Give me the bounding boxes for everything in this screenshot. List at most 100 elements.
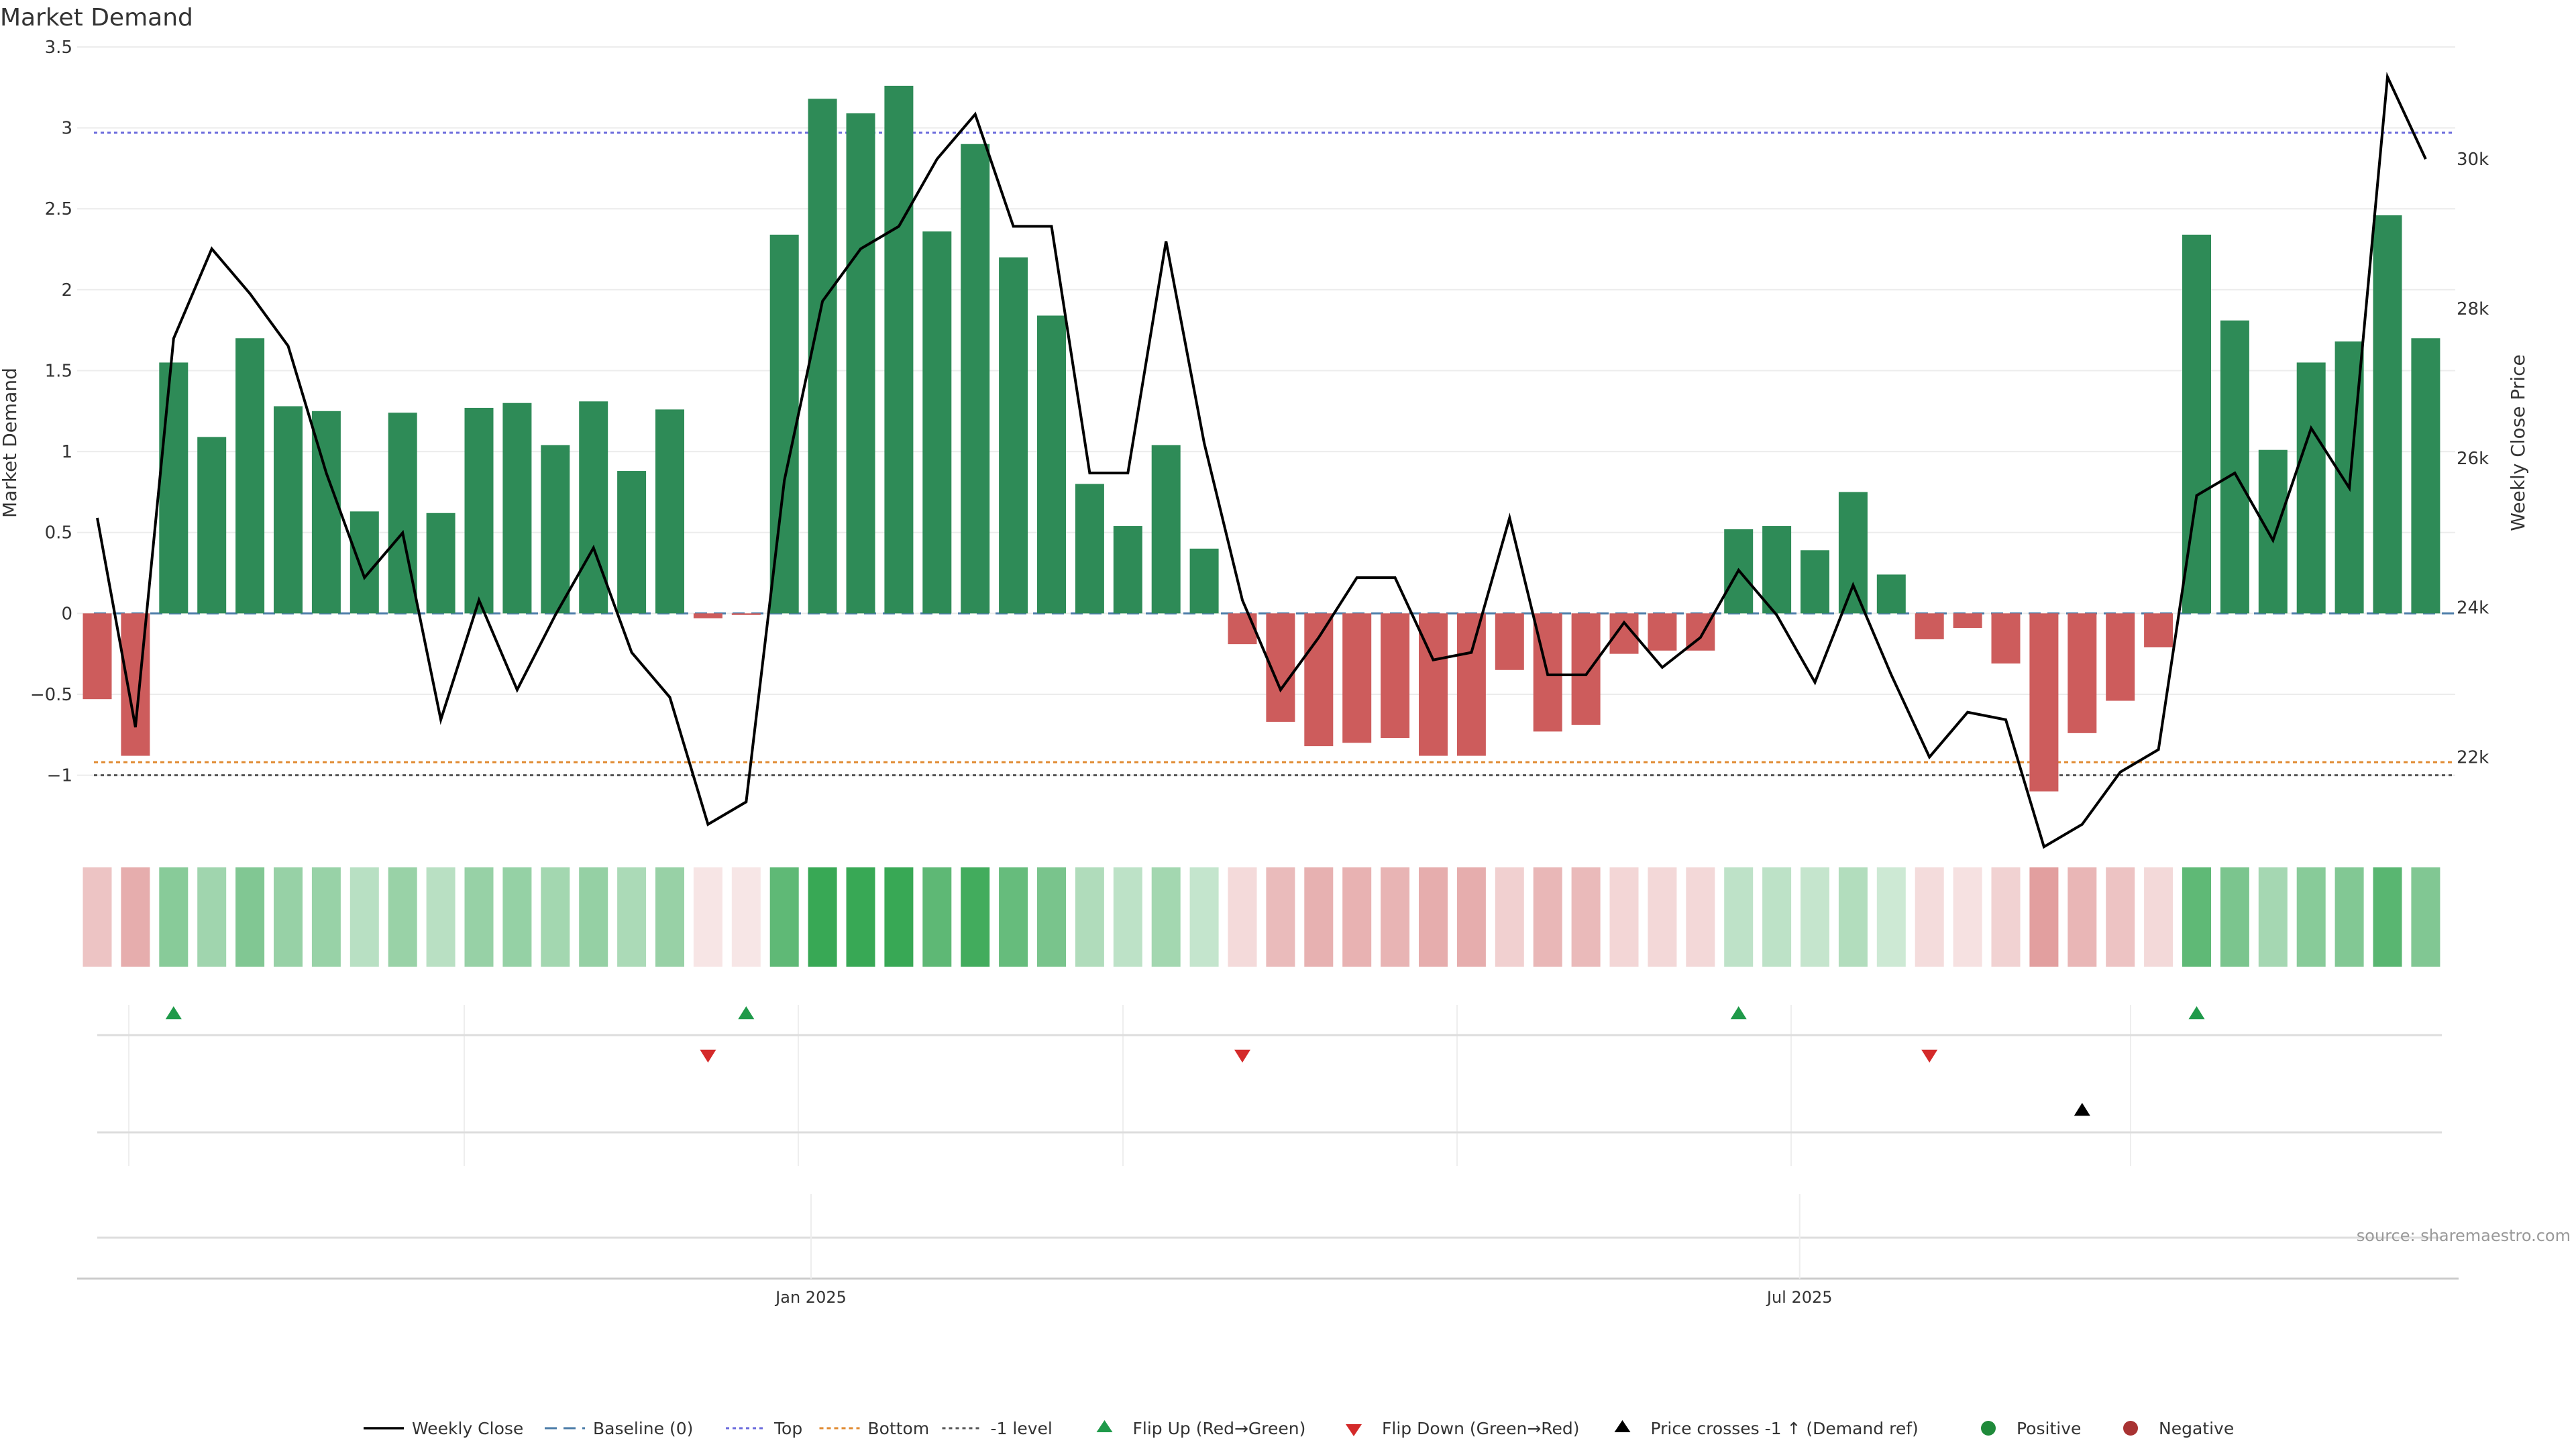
bar-positive bbox=[2373, 215, 2402, 614]
bar-negative bbox=[1571, 613, 1601, 725]
y-axis-left: −1 −0.5 0 0.5 1 1.5 2 2.5 3 3.5 bbox=[30, 38, 72, 786]
demand-strip-cell bbox=[2068, 867, 2097, 967]
demand-strip-cell bbox=[83, 867, 112, 967]
y-tick-label: 0.5 bbox=[45, 523, 72, 543]
y2-tick-label: 30k bbox=[2457, 150, 2489, 170]
bar-positive bbox=[2258, 449, 2288, 614]
legend-item: Weekly Close bbox=[364, 1419, 523, 1438]
legend-label: Weekly Close bbox=[412, 1419, 523, 1438]
demand-strip-cell bbox=[159, 867, 189, 967]
legend-item: Top bbox=[726, 1419, 802, 1438]
legend-label: -1 level bbox=[991, 1419, 1053, 1438]
bar-negative bbox=[1419, 613, 1448, 756]
demand-strip-cell bbox=[922, 867, 952, 967]
bar-negative bbox=[1495, 613, 1524, 670]
demand-strip-cell bbox=[731, 867, 761, 967]
demand-strip-cell bbox=[2258, 867, 2288, 967]
bar-positive bbox=[1151, 445, 1181, 614]
legend-label: Price crosses -1 ↑ (Demand ref) bbox=[1651, 1419, 1919, 1438]
demand-strip-cell bbox=[388, 867, 417, 967]
source-note: source: sharemaestro.com bbox=[2357, 1226, 2571, 1245]
bar-positive bbox=[999, 257, 1028, 614]
demand-strip-cell bbox=[464, 867, 494, 967]
legend-item: -1 level bbox=[942, 1419, 1053, 1438]
bar-positive bbox=[235, 338, 265, 614]
demand-strip-cell bbox=[617, 867, 647, 967]
demand-strip-cell bbox=[1419, 867, 1448, 967]
flip-down-marker bbox=[700, 1049, 716, 1063]
flip-up-marker bbox=[1730, 1006, 1747, 1020]
legend-icon-flip-down bbox=[1346, 1424, 1362, 1436]
event-markers bbox=[97, 1005, 2442, 1166]
bar-positive bbox=[426, 513, 455, 614]
bar-positive bbox=[502, 402, 532, 614]
demand-strip-cell bbox=[1075, 867, 1104, 967]
bar-positive bbox=[655, 409, 684, 614]
demand-strip-cell bbox=[1342, 867, 1372, 967]
bar-positive bbox=[197, 437, 227, 614]
bar-positive bbox=[961, 144, 990, 614]
y-tick-label: 1 bbox=[61, 442, 72, 462]
demand-strip-cell bbox=[311, 867, 341, 967]
flip-up-marker bbox=[2188, 1006, 2205, 1020]
demand-strip-cell bbox=[961, 867, 990, 967]
y-tick-label: 1.5 bbox=[45, 361, 72, 381]
demand-heat-strip bbox=[83, 867, 2440, 967]
legend-label: Positive bbox=[2017, 1419, 2081, 1438]
legend-icon-negative bbox=[2123, 1421, 2138, 1436]
demand-strip-cell bbox=[235, 867, 265, 967]
legend-item: Bottom bbox=[819, 1419, 929, 1438]
y2-axis-label: Weekly Close Price bbox=[2507, 354, 2529, 531]
bar-positive bbox=[464, 407, 494, 614]
demand-strip-cell bbox=[1037, 867, 1066, 967]
demand-strip-cell bbox=[1953, 867, 1982, 967]
bar-positive bbox=[2411, 338, 2440, 614]
demand-strip-cell bbox=[2411, 867, 2440, 967]
bar-positive bbox=[159, 362, 189, 614]
bar-negative bbox=[2068, 613, 2097, 733]
bar-negative bbox=[1342, 613, 1372, 743]
demand-strip-cell bbox=[1266, 867, 1295, 967]
demand-strip-cell bbox=[350, 867, 379, 967]
demand-strip-cell bbox=[1381, 867, 1410, 967]
demand-strip-cell bbox=[1915, 867, 1944, 967]
bar-positive bbox=[808, 99, 837, 614]
demand-strip-cell bbox=[1724, 867, 1754, 967]
bar-negative bbox=[1991, 613, 2021, 664]
flip-down-marker bbox=[1234, 1049, 1250, 1063]
bar-negative bbox=[1915, 613, 1944, 639]
bar-positive bbox=[1189, 548, 1219, 614]
demand-strip-cell bbox=[655, 867, 684, 967]
demand-strip-cell bbox=[426, 867, 455, 967]
demand-strip-cell bbox=[1609, 867, 1639, 967]
bar-positive bbox=[922, 231, 952, 614]
legend-item: Price crosses -1 ↑ (Demand ref) bbox=[1614, 1419, 1919, 1438]
demand-strip-cell bbox=[2220, 867, 2249, 967]
y2-tick-label: 24k bbox=[2457, 598, 2489, 619]
bar-negative bbox=[1953, 613, 1982, 629]
demand-strip-cell bbox=[2296, 867, 2326, 967]
y-tick-label: 3.5 bbox=[45, 38, 72, 58]
demand-strip-cell bbox=[1991, 867, 2021, 967]
demand-strip-cell bbox=[541, 867, 570, 967]
demand-strip-cell bbox=[579, 867, 608, 967]
legend-label: Flip Down (Green→Red) bbox=[1382, 1419, 1580, 1438]
demand-strip-cell bbox=[884, 867, 914, 967]
demand-strip-cell bbox=[2029, 867, 2059, 967]
y-tick-label: 0 bbox=[61, 604, 72, 624]
demand-strip-cell bbox=[2106, 867, 2135, 967]
bar-positive bbox=[1801, 550, 1829, 614]
y-tick-label: 3 bbox=[61, 119, 72, 139]
demand-strip-cell bbox=[1456, 867, 1486, 967]
demand-strip-cell bbox=[1762, 867, 1792, 967]
y2-tick-label: 26k bbox=[2457, 449, 2489, 469]
bar-positive bbox=[274, 406, 303, 614]
bar-positive bbox=[1838, 492, 1868, 614]
demand-strip-cell bbox=[1151, 867, 1181, 967]
legend-item: Flip Up (Red→Green) bbox=[1096, 1419, 1305, 1438]
y2-tick-label: 28k bbox=[2457, 299, 2489, 319]
bar-positive bbox=[579, 401, 608, 614]
weekly-close-line bbox=[96, 72, 2427, 849]
y-axis-label: Market Demand bbox=[0, 368, 21, 518]
legend-icon-price-cross bbox=[1614, 1420, 1631, 1432]
